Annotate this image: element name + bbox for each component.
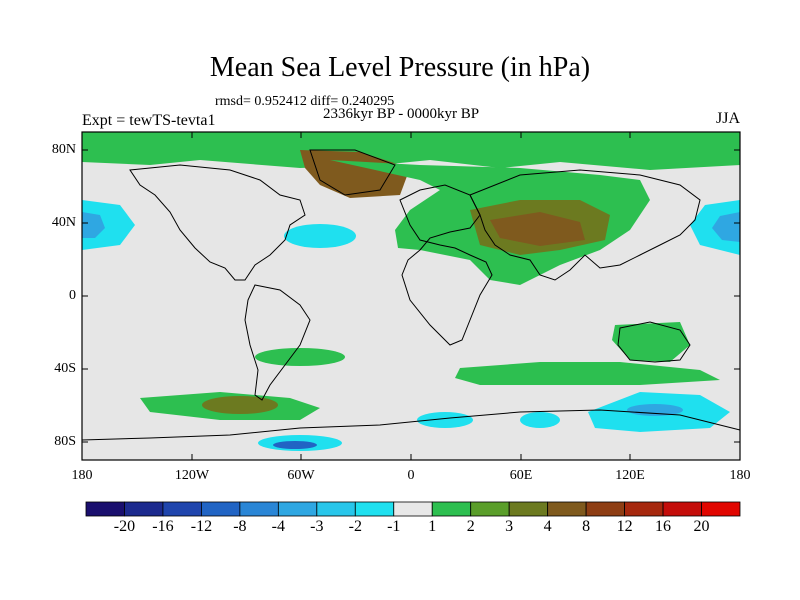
lon-label-60e: 60E <box>509 468 533 483</box>
colorbar-swatch <box>239 501 279 517</box>
season-label: JJA <box>715 110 740 127</box>
antarctic-atlantic-low <box>417 412 473 428</box>
colorbar-swatch <box>201 501 241 517</box>
lat-label-40n: 40N <box>51 215 76 230</box>
lon-label-120e: 120E <box>615 468 645 483</box>
colorbar-swatch <box>316 501 356 517</box>
colorbar-swatch <box>277 501 318 517</box>
experiment-label: Expt = tewTS-tevta1 <box>82 112 216 129</box>
north-pacific-west-core <box>82 212 105 238</box>
lat-label-80n: 80N <box>51 142 76 157</box>
colorbar-tick-label: 4 <box>543 518 552 535</box>
colorbar-swatch <box>124 501 164 517</box>
coastlines <box>81 149 741 441</box>
colorbar-swatch <box>85 501 125 517</box>
south-pacific-positive <box>255 348 345 366</box>
lon-label-120w: 120W <box>174 468 210 483</box>
antarctic-indian-low <box>520 412 560 428</box>
colorbar-swatch <box>431 501 472 517</box>
colorbar-tick-label: -3 <box>310 518 324 535</box>
north-atlantic-low <box>284 224 356 248</box>
colorbar-swatch <box>354 501 395 517</box>
australia-positive <box>612 322 690 362</box>
lat-label-0: 0 <box>69 288 76 303</box>
colorbar-tick-label: 3 <box>505 518 514 535</box>
colorbar-swatch <box>624 501 664 517</box>
map-title: Mean Sea Level Pressure (in hPa) <box>209 52 591 83</box>
colorbar-swatch <box>470 501 510 517</box>
colorbar-tick-label: -16 <box>152 518 174 535</box>
period-label: 2336kyr BP - 0000kyr BP <box>323 106 480 122</box>
colorbar-swatch <box>393 501 433 517</box>
colorbar-tick-label: -2 <box>348 518 362 535</box>
colorbar-swatch <box>508 501 549 517</box>
colorbar-swatch <box>547 501 587 517</box>
colorbar-tick-label: 2 <box>466 518 475 535</box>
colorbar-swatch <box>701 501 741 517</box>
colorbar-tick-label: 12 <box>616 518 633 535</box>
lon-label-180w: 180 <box>71 468 93 483</box>
antarctic-pacific-core <box>273 441 317 449</box>
lon-label-60w: 60W <box>287 468 315 483</box>
y-ticks <box>82 149 740 443</box>
colorbar-tick-label: 20 <box>693 518 710 535</box>
colorbar-tick-label: -1 <box>387 518 401 535</box>
colorbar-tick-label: -8 <box>233 518 247 535</box>
colorbar-tick-label: 8 <box>582 518 591 535</box>
colorbar-tick-label: 1 <box>428 518 437 535</box>
arctic-positive-anomaly <box>82 132 740 170</box>
x-ticks <box>81 132 741 460</box>
colorbar-tick-label: -12 <box>190 518 213 535</box>
lat-label-40s: 40S <box>54 361 76 376</box>
colorbar <box>85 501 741 517</box>
indian-ocean-positive <box>455 362 720 385</box>
colorbar-swatch <box>162 501 202 517</box>
lon-label-180e: 180 <box>729 468 751 483</box>
southern-ocean-core <box>202 396 278 414</box>
stats-label: rmsd= 0.952412 diff= 0.240295 <box>215 94 395 109</box>
tibet-anomaly <box>490 212 585 246</box>
north-pacific-east-core <box>712 212 740 242</box>
lon-label-0: 0 <box>407 468 415 483</box>
colorbar-swatch <box>585 501 625 517</box>
colorbar-swatch <box>662 501 702 517</box>
colorbar-tick-label: -20 <box>113 518 136 535</box>
lat-label-80s: 80S <box>54 434 76 449</box>
colorbar-tick-label: 16 <box>655 518 672 535</box>
colorbar-tick-label: -4 <box>271 518 285 535</box>
